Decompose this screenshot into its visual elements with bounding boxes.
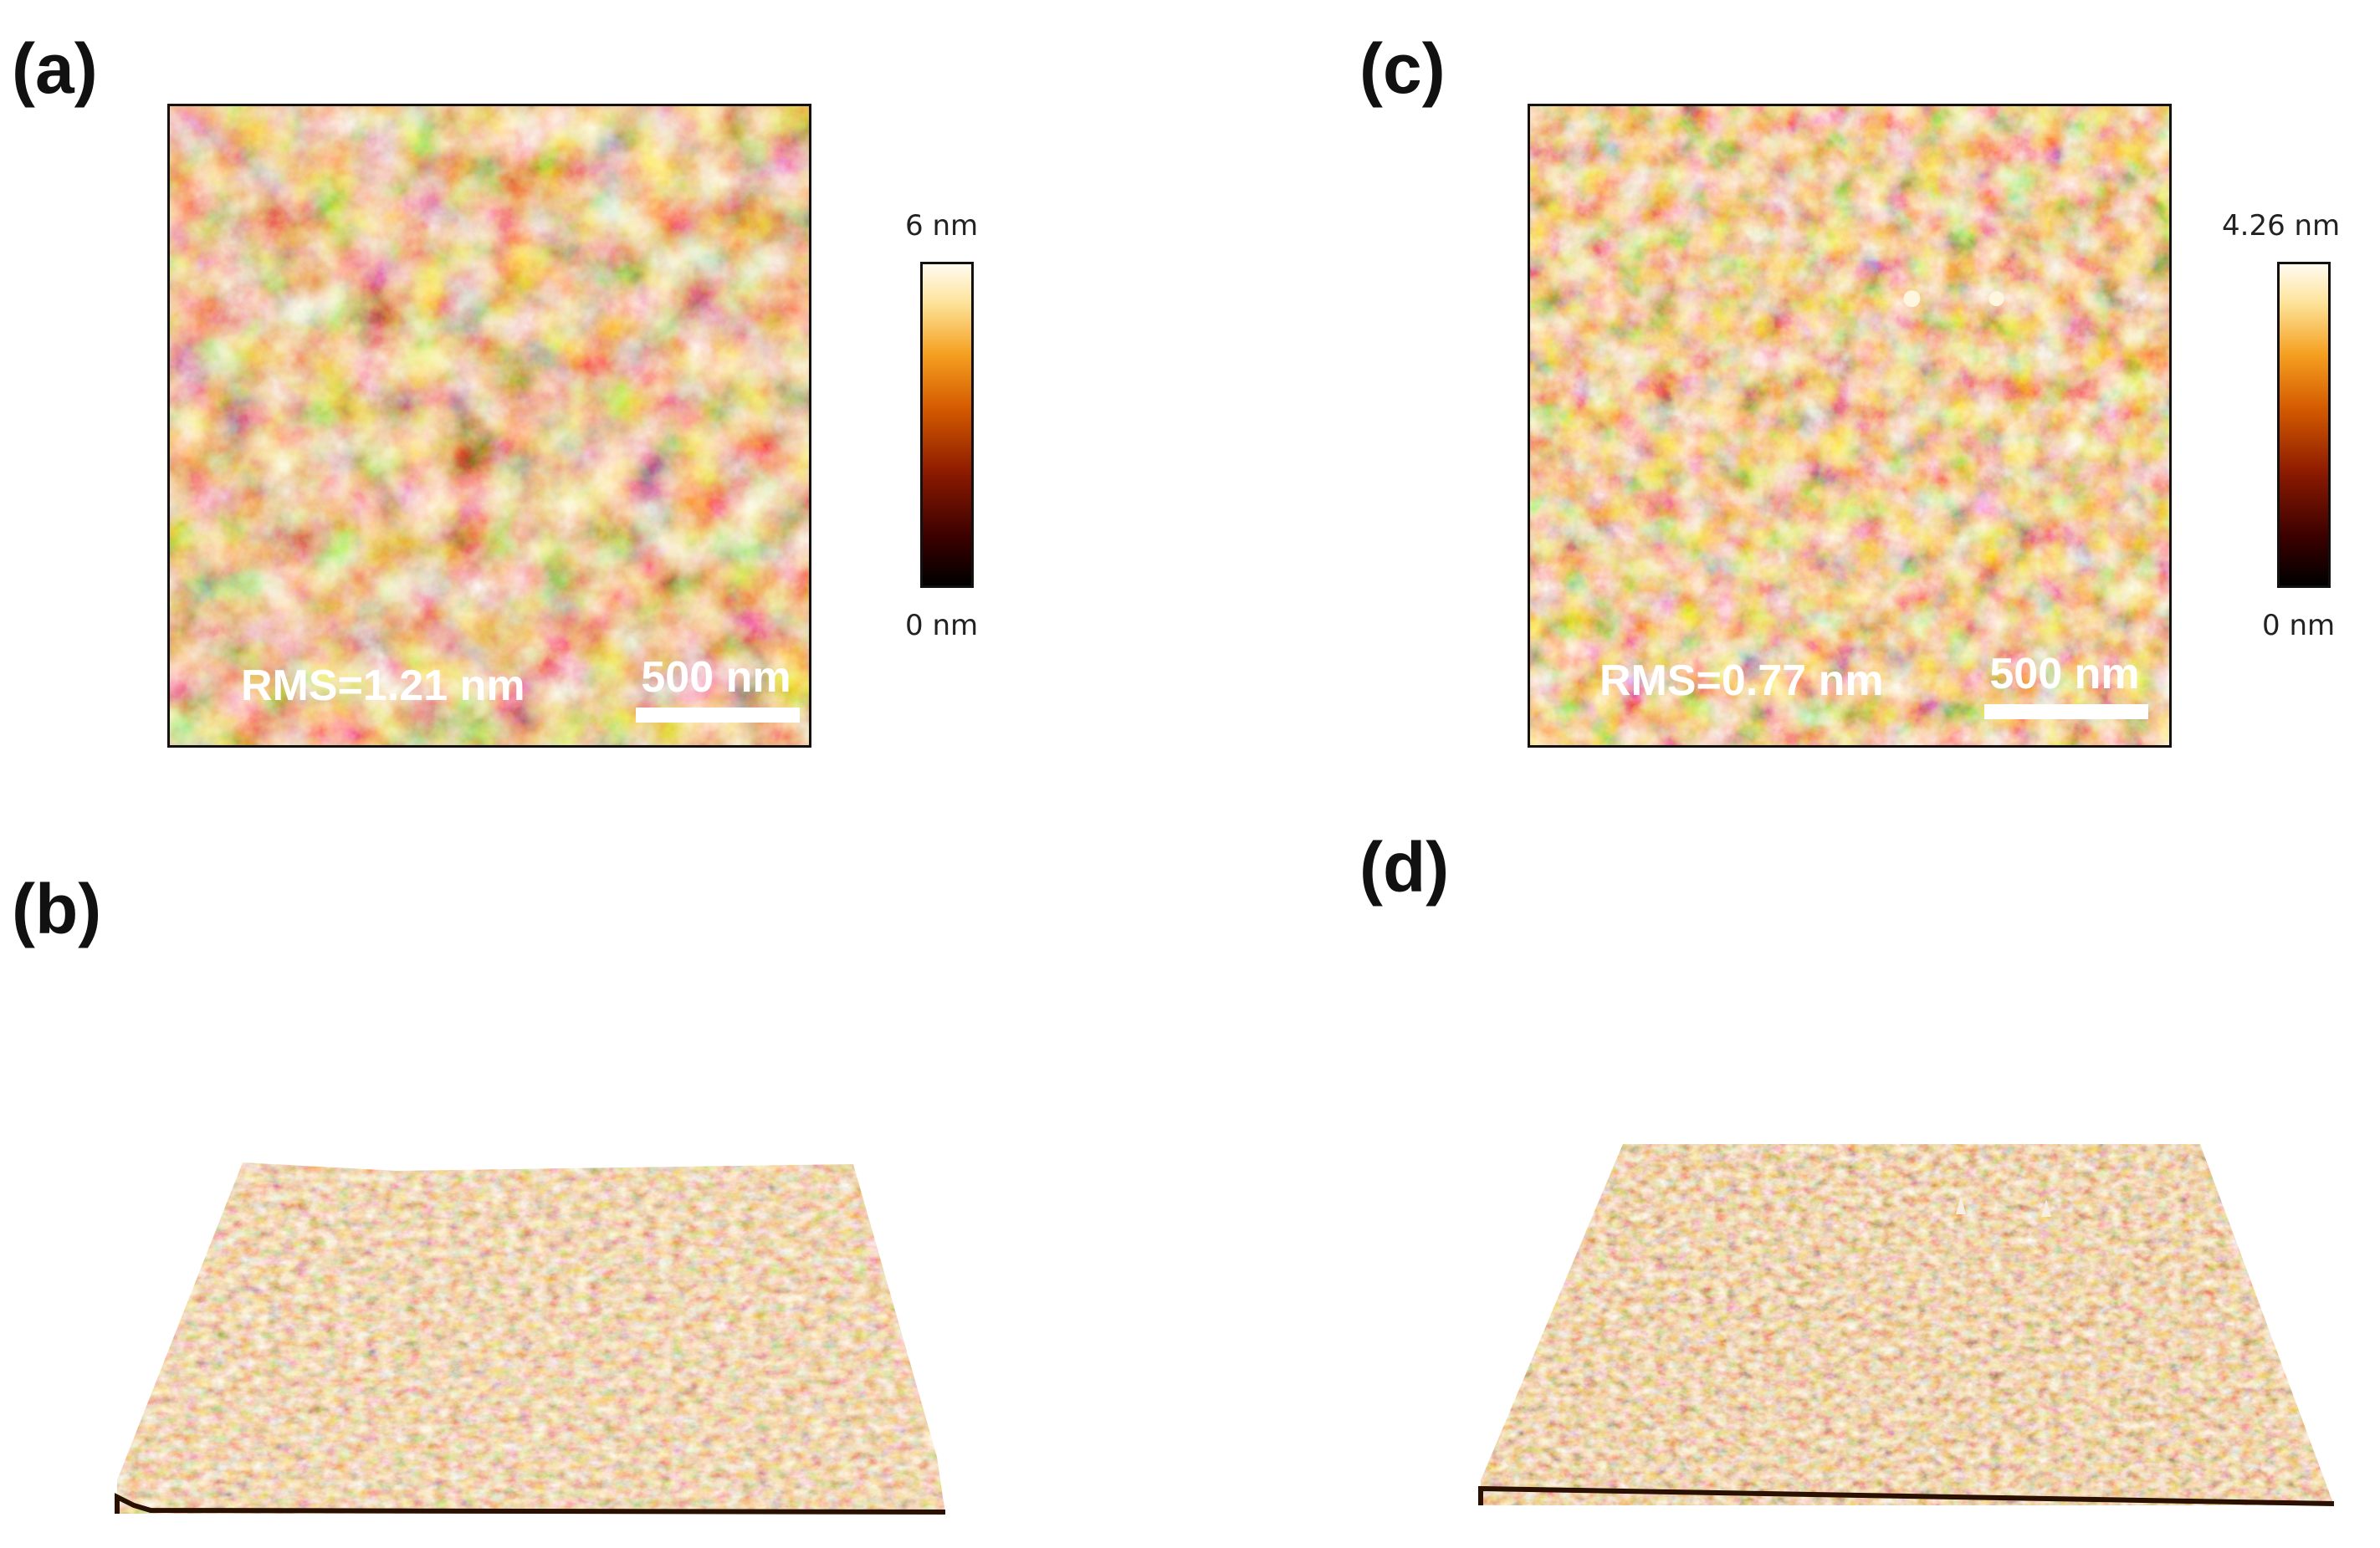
panel-label-b: (b) xyxy=(12,870,102,948)
colorbar-a xyxy=(920,262,974,588)
afm-height-map-c xyxy=(1528,104,2172,748)
colorbar-max-label-c: 4.26 nm xyxy=(2222,209,2341,243)
panel-label-a: (a) xyxy=(12,29,98,108)
scale-bar-c xyxy=(1984,704,2148,719)
colorbar-c xyxy=(2277,262,2331,588)
scale-bar-label-a: 500 nm xyxy=(641,653,791,702)
panel-label-c: (c) xyxy=(1359,29,1446,108)
colorbar-max-label-a: 6 nm xyxy=(905,209,979,243)
afm-3d-surface-d xyxy=(1478,1144,2335,1506)
rms-label-a: RMS=1.21 nm xyxy=(241,662,525,710)
rms-label-c: RMS=0.77 nm xyxy=(1599,656,1884,705)
colorbar-min-label-a: 0 nm xyxy=(905,609,979,642)
colorbar-min-label-c: 0 nm xyxy=(2262,609,2336,642)
scale-bar-label-c: 500 nm xyxy=(1989,650,2140,698)
afm-height-map-a xyxy=(167,104,811,748)
scale-bar-a xyxy=(636,708,800,723)
panel-label-d: (d) xyxy=(1359,828,1450,907)
afm-3d-surface-b xyxy=(115,1162,946,1515)
